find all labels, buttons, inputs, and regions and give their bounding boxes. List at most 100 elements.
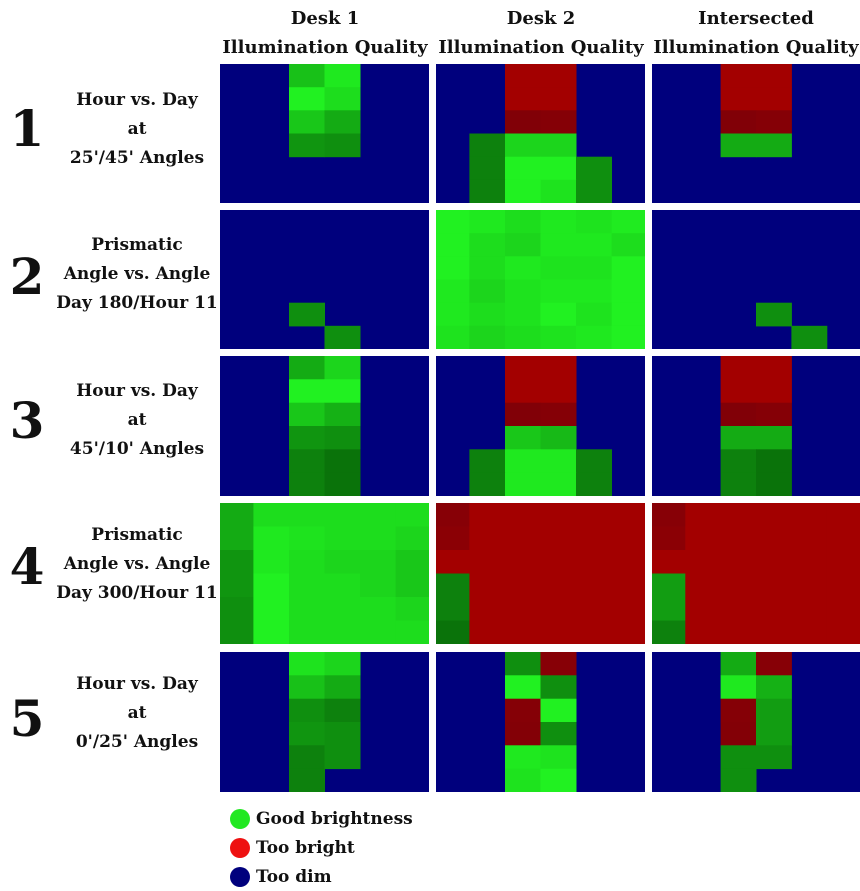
cell-good-brightness <box>324 620 361 644</box>
cell-too-bright <box>540 597 577 621</box>
cell-too-bright <box>756 652 792 676</box>
cell-good-brightness <box>324 573 361 598</box>
cell-good-brightness <box>540 449 577 474</box>
cell-good-brightness <box>324 325 361 349</box>
cell-good-brightness <box>324 64 361 88</box>
legend: Good brightness Too bright Too dim <box>230 804 413 891</box>
cell-good-brightness <box>505 325 541 349</box>
cell-good-brightness <box>289 550 325 574</box>
cell-too-bright <box>791 526 828 551</box>
column-header-line2: Illumination Quality <box>438 37 644 58</box>
cell-too-bright <box>540 87 577 111</box>
cell-too-bright <box>756 87 792 111</box>
cell-good-brightness <box>576 233 612 257</box>
cell-too-bright <box>436 526 470 551</box>
cell-good-brightness <box>289 87 325 111</box>
cell-too-bright <box>826 573 860 598</box>
cell-good-brightness <box>220 573 254 598</box>
cell-good-brightness <box>360 620 396 644</box>
row-label-line: Angle vs. Angle <box>63 554 211 574</box>
row-label-line: 25'/45' Angles <box>69 148 205 168</box>
cell-too-bright <box>540 110 577 134</box>
cell-good-brightness <box>324 402 361 427</box>
cell-good-brightness <box>324 356 361 380</box>
cell-good-brightness <box>720 652 757 676</box>
heatmap-panel-row3-desk-2 <box>436 356 645 496</box>
cell-too-bright <box>720 356 757 380</box>
cell-too-bright <box>576 526 612 551</box>
cell-good-brightness <box>469 325 506 349</box>
cell-too-bright <box>540 620 577 644</box>
heatmap-background <box>652 210 860 349</box>
cell-good-brightness <box>289 110 325 134</box>
cell-good-brightness <box>505 675 541 700</box>
cell-good-brightness <box>540 210 577 234</box>
cell-good-brightness <box>576 302 612 327</box>
cell-good-brightness <box>289 302 325 327</box>
row-number-2: 2 <box>9 247 45 306</box>
heatmap-panel-row5-desk-1 <box>220 652 429 792</box>
row-label-1: Hour vs. Day at 25'/45' Angles <box>48 86 226 173</box>
heatmap-panel-row5-intersected <box>652 652 860 792</box>
cell-good-brightness <box>505 133 541 158</box>
cell-good-brightness <box>720 133 757 158</box>
heatmap-panel-row3-desk-1 <box>220 356 429 496</box>
column-header-desk-2: Desk 2 Illumination Quality <box>436 4 646 62</box>
row-label-line: Prismatic <box>91 235 183 255</box>
cell-good-brightness <box>611 210 645 234</box>
cell-good-brightness <box>360 573 396 598</box>
row-label-5: Hour vs. Day at 0'/25' Angles <box>48 670 226 757</box>
cell-good-brightness <box>395 620 429 644</box>
cell-good-brightness <box>324 597 361 621</box>
row-number-1: 1 <box>9 99 45 158</box>
cell-good-brightness <box>576 179 612 203</box>
cell-too-bright <box>791 597 828 621</box>
cell-good-brightness <box>611 325 645 349</box>
cell-too-bright <box>720 597 757 621</box>
cell-too-bright <box>505 110 541 134</box>
cell-good-brightness <box>611 302 645 327</box>
cell-good-brightness <box>289 402 325 427</box>
cell-good-brightness <box>324 503 361 527</box>
cell-good-brightness <box>756 675 792 700</box>
cell-good-brightness <box>505 156 541 181</box>
cell-good-brightness <box>395 526 429 551</box>
row-label-line: at <box>127 119 147 139</box>
row-label-line: Angle vs. Angle <box>63 264 211 284</box>
heatmap-panel-row3-intersected <box>652 356 860 496</box>
cell-too-bright <box>611 620 645 644</box>
cell-good-brightness <box>324 379 361 404</box>
cell-good-brightness <box>540 256 577 280</box>
legend-item-too-dim: Too dim <box>230 862 413 891</box>
row-label-line: Hour vs. Day <box>76 381 198 401</box>
cell-too-bright <box>826 550 860 574</box>
cell-good-brightness <box>469 210 506 234</box>
cell-good-brightness <box>576 210 612 234</box>
cell-too-bright <box>685 597 722 621</box>
cell-good-brightness <box>469 179 506 203</box>
cell-good-brightness <box>289 597 325 621</box>
cell-good-brightness <box>791 325 828 349</box>
cell-good-brightness <box>436 302 470 327</box>
cell-good-brightness <box>540 745 577 770</box>
cell-good-brightness <box>611 233 645 257</box>
cell-good-brightness <box>360 597 396 621</box>
cell-good-brightness <box>220 503 254 527</box>
cell-good-brightness <box>360 503 396 527</box>
cell-good-brightness <box>540 722 577 746</box>
cell-too-bright <box>826 526 860 551</box>
cell-too-bright <box>469 526 506 551</box>
cell-too-bright <box>756 550 792 574</box>
cell-good-brightness <box>611 256 645 280</box>
cell-good-brightness <box>540 472 577 496</box>
cell-good-brightness <box>540 233 577 257</box>
row-label-line: 45'/10' Angles <box>69 439 205 459</box>
cell-good-brightness <box>505 652 541 676</box>
cell-too-bright <box>611 526 645 551</box>
cell-good-brightness <box>652 620 686 644</box>
cell-good-brightness <box>576 279 612 304</box>
cell-good-brightness <box>576 256 612 280</box>
cell-too-bright <box>652 526 686 551</box>
cell-too-bright <box>756 402 792 427</box>
cell-good-brightness <box>756 302 792 327</box>
